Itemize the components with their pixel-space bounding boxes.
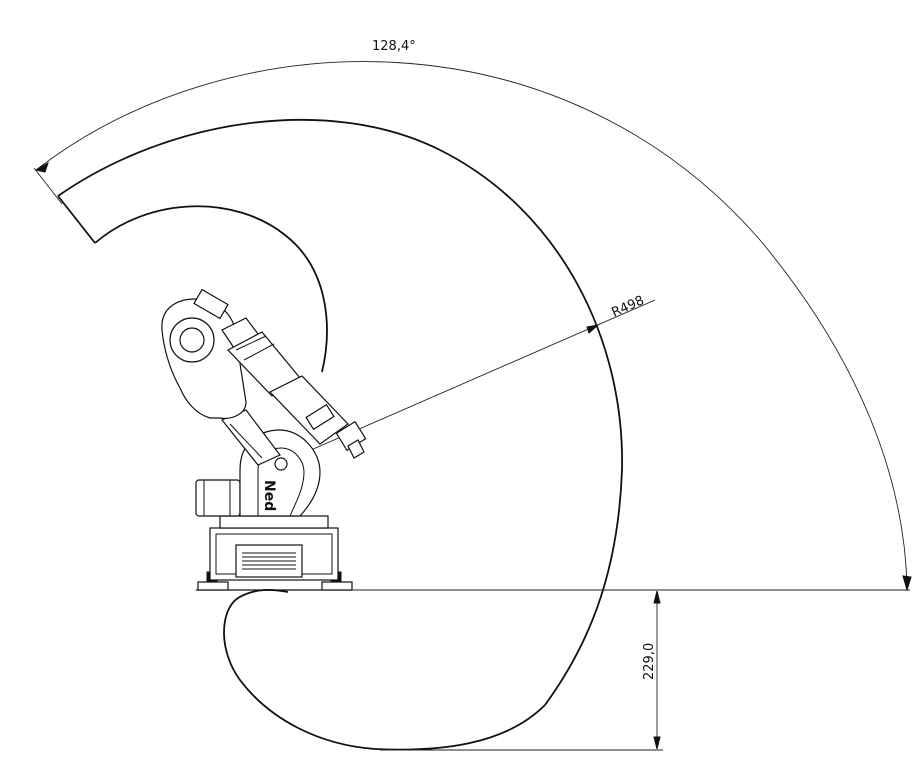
depth-dimension: 229,0 <box>352 589 910 751</box>
angle-dimension: 128,4° <box>33 39 912 592</box>
shoulder-motor <box>195 479 241 517</box>
angle-dimension-arc <box>35 61 908 589</box>
lower-envelope-loop <box>223 589 546 751</box>
robot-logo: Ned <box>261 480 277 511</box>
angle-extension-line <box>33 167 63 205</box>
robot-arm: Ned <box>161 288 367 591</box>
angle-dimension-label: 128,4° <box>372 39 416 54</box>
base-vent-slots <box>242 552 296 570</box>
radius-dimension: R498 <box>271 293 656 468</box>
inner-envelope-arc <box>94 205 328 373</box>
depth-dimension-label: 229,0 <box>642 643 657 680</box>
outer-envelope-arc <box>57 118 623 706</box>
depth-arrow-top <box>653 590 661 604</box>
depth-arrow-bottom <box>653 736 661 750</box>
radius-dimension-label: R498 <box>610 293 647 320</box>
robot-forearm <box>221 317 349 445</box>
elbow-joint-inner <box>179 327 205 353</box>
gripper-tip <box>347 439 365 459</box>
base-foot-left <box>197 581 229 591</box>
wrist-housing <box>269 375 349 445</box>
shoulder-joint-center <box>274 457 288 471</box>
workspace-envelope <box>57 118 623 751</box>
robot-base <box>196 515 353 591</box>
radius-arrow <box>586 324 600 334</box>
elbow-cap <box>193 288 229 320</box>
base-top-plate <box>219 515 329 529</box>
angle-arrow-right <box>902 575 912 592</box>
envelope-end-cap <box>57 195 96 244</box>
robot-gripper <box>335 420 367 459</box>
base-foot-right <box>321 581 353 591</box>
angle-arrow-left <box>34 161 49 173</box>
wrist-label-plate <box>305 403 335 431</box>
